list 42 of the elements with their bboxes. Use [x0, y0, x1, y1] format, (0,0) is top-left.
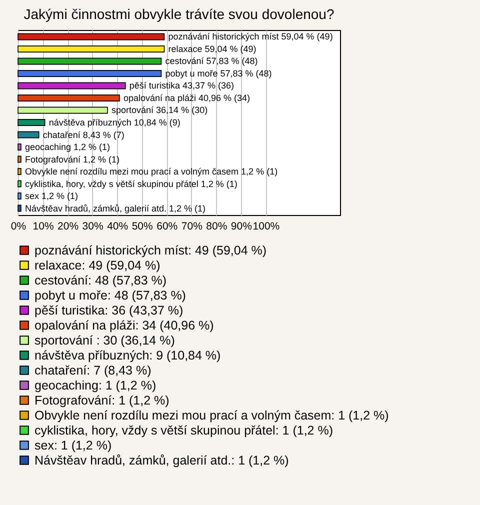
x-tick-label: 40% [107, 220, 128, 232]
data-label: poznávání historických míst 59,04 % (49) [168, 32, 333, 42]
x-tick-label: 50% [132, 220, 153, 232]
legend-label: chataření: 7 (8,43 %) [34, 363, 152, 378]
data-label: Obvykle není rozdílu mezi mou prací a volným časem 1,2 % (1) [24, 166, 278, 177]
legend-label: cestování: 48 (57,83 %) [34, 273, 167, 288]
data-label: cyklistika, hory, vždy s větší skupinou přátel 1,2 % (1) [24, 178, 238, 189]
data-label: sex 1,2 % (1) [24, 191, 78, 202]
legend-label: pěší turistika: 36 (43,37 %) [34, 303, 184, 318]
legend-label: Fotografování: 1 (1,2 %) [34, 393, 170, 408]
legend-label: opalování na pláži: 34 (40,96 %) [34, 318, 214, 332]
x-tick-label: 10% [32, 220, 54, 232]
x-tick-label: 20% [58, 220, 79, 232]
data-label: chataření 8,43 % (7) [42, 130, 124, 140]
data-label: relaxace 59,04 % (49) [168, 44, 256, 54]
data-label: návštěva příbuzných 10,84 % (9) [48, 118, 180, 128]
legend-label: relaxace: 49 (59,04 %) [34, 258, 160, 272]
x-tick-label: 90% [230, 220, 252, 232]
legend-label: pobyt u moře: 48 (57,83 %) [34, 288, 186, 302]
legend-label: geocaching: 1 (1,2 %) [34, 378, 156, 392]
legend-label: Obvykle není rozdílu mezi mou prací a volným časem: 1 (1,2 %) [34, 408, 389, 422]
legend-label: sex: 1 (1,2 %) [34, 438, 112, 452]
data-label: sportování 36,14 % (30) [112, 105, 208, 116]
data-label: pěší turistika 43,37 % (36) [129, 80, 234, 91]
data-label: pobyt u moře 57,83 % (48) [165, 68, 272, 78]
legend-label: cyklistika, hory, vždy s větší skupinou přátel: 1 (1,2 %) [34, 423, 333, 438]
x-tick-label: 60% [156, 220, 178, 232]
data-label: Návštěav hradů, zámků, galerií atd. 1,2 % (1) [24, 203, 206, 214]
data-label: cestování 57,83 % (48) [165, 56, 258, 66]
x-tick-label: 0% [10, 220, 26, 232]
x-tick-label: 100% [252, 220, 280, 232]
data-label: Fotografování 1,2 % (1) [24, 154, 120, 164]
x-tick-label: 80% [206, 220, 228, 232]
legend-label: návštěva příbuzných: 9 (10,84 %) [34, 348, 221, 362]
x-tick-label: 70% [181, 220, 202, 232]
chart-title: Jakými činnostmi obvykle trávíte svou dovolenou? [24, 6, 334, 22]
legend-label: poznávání historických míst: 49 (59,04 %) [34, 243, 267, 258]
x-tick-label: 30% [82, 220, 104, 232]
data-label: geocaching 1,2 % (1) [24, 142, 110, 152]
legend-label: sportování : 30 (36,14 %) [34, 333, 175, 348]
legend-label: Návštěav hradů, zámků, galerií atd.: 1 (1,2 %) [34, 453, 289, 468]
data-label: opalování na pláži 40,96 % (34) [123, 92, 250, 103]
